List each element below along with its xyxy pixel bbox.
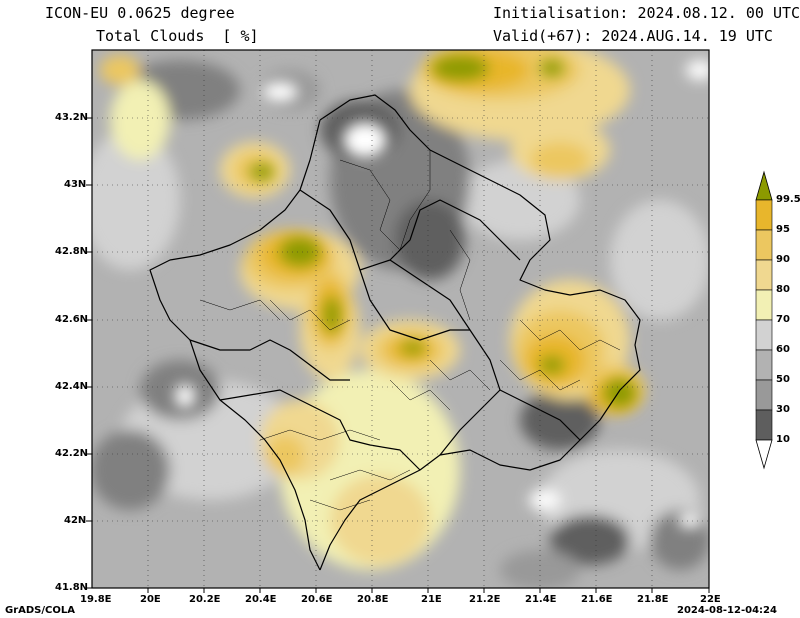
lon-label: 21E [421,594,442,605]
colorbar-label: 80 [776,284,790,295]
colorbar-bin [755,199,773,231]
lat-label: 43N [64,179,87,190]
lon-label: 21.2E [469,594,501,605]
colorbar-bin [755,409,773,441]
lat-label: 41.8N [55,582,89,593]
lat-label: 42.8N [55,246,89,257]
colorbar-bin [755,229,773,261]
lat-label: 43.2N [55,112,89,123]
lon-label: 21.4E [525,594,557,605]
colorbar [755,170,773,470]
lat-label: 42N [64,515,87,526]
colorbar-bin [755,289,773,321]
colorbar-label: 30 [776,404,790,415]
lat-label: 42.2N [55,448,89,459]
model-title: ICON-EU 0.0625 degree [45,4,235,22]
field-title: Total Clouds [ %] [96,27,259,45]
lon-label: 20.8E [357,594,389,605]
colorbar-bin [755,259,773,291]
colorbar-bin [755,319,773,351]
lat-label: 42.4N [55,381,89,392]
colorbar-bin [755,379,773,411]
colorbar-label: 99.5 [776,194,800,205]
lon-label: 20.2E [189,594,221,605]
credit-label: GrADS/COLA [5,605,75,616]
colorbar-top-triangle [755,170,773,201]
lat-label: 42.6N [55,314,89,325]
lon-label: 22E [700,594,721,605]
colorbar-bottom-triangle [755,439,773,470]
map-frame [91,49,710,589]
lon-label: 20.4E [245,594,277,605]
timestamp-label: 2024-08-12-04:24 [677,605,777,616]
init-time: Initialisation: 2024.08.12. 00 UTC [493,4,800,22]
lon-label: 20E [140,594,161,605]
colorbar-label: 90 [776,254,790,265]
tick-marks [86,117,710,593]
cloud-field [92,50,709,588]
colorbar-label: 60 [776,344,790,355]
colorbar-label: 50 [776,374,790,385]
lon-label: 19.8E [80,594,112,605]
lon-label: 20.6E [301,594,333,605]
lon-label: 21.6E [581,594,613,605]
colorbar-label: 70 [776,314,790,325]
colorbar-label: 95 [776,224,790,235]
valid-time: Valid(+67): 2024.AUG.14. 19 UTC [493,27,773,45]
colorbar-label: 10 [776,434,790,445]
lon-label: 21.8E [637,594,669,605]
colorbar-bin [755,349,773,381]
district-borders [199,150,621,511]
